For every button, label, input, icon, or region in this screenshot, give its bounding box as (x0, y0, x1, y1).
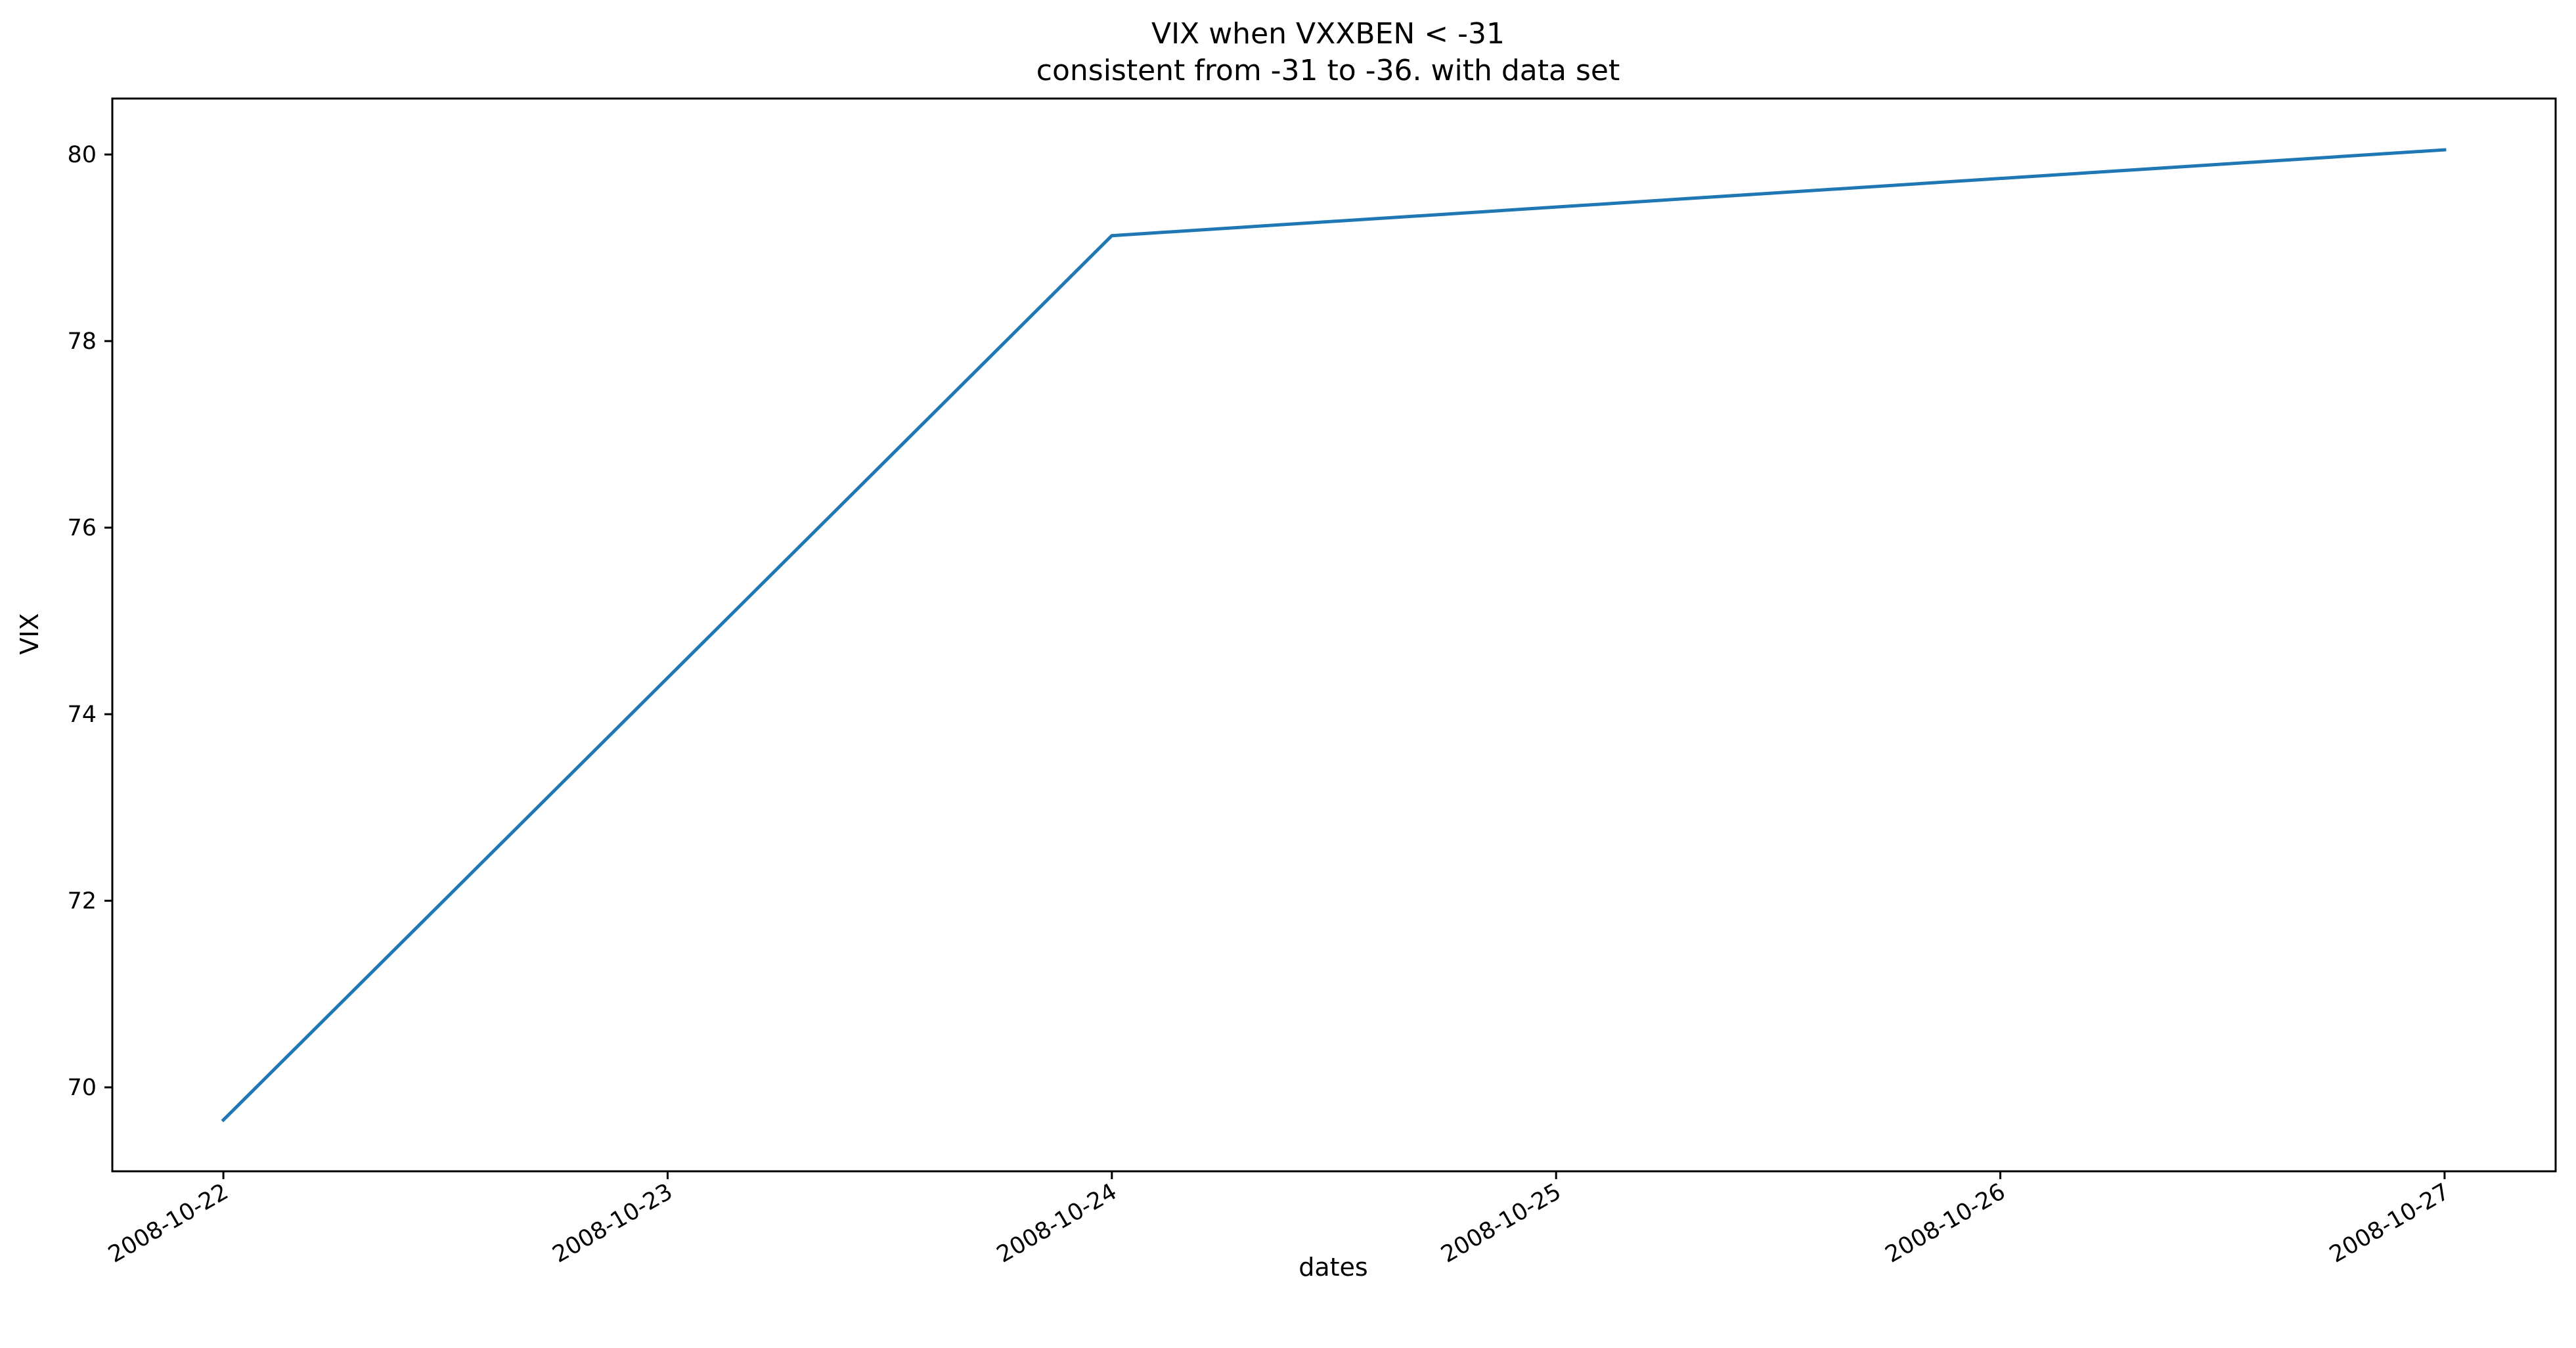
x-axis-ticks: 2008-10-22 2008-10-23 2008-10-24 2008-10-25… (104, 1171, 2454, 1268)
plot-area-frame (111, 97, 2557, 1173)
y-tick-label: 72 (67, 888, 97, 914)
chart-subtitle: consistent from -31 to -36. with data se… (1036, 54, 1620, 87)
series-line-vix (221, 148, 2447, 1123)
y-tick-label: 80 (67, 142, 97, 168)
x-tick-label: 2008-10-27 (2325, 1179, 2454, 1268)
y-tick-label: 76 (67, 515, 97, 541)
x-tick-label: 2008-10-23 (548, 1179, 677, 1268)
y-tick-label: 70 (67, 1075, 97, 1101)
y-tick-label: 74 (67, 702, 97, 728)
x-tick-label: 2008-10-24 (992, 1179, 1121, 1268)
y-axis-label: VIX (15, 613, 44, 654)
x-tick-label: 2008-10-25 (1437, 1179, 1566, 1268)
chart-title: VIX when VXXBEN < -31 (1151, 17, 1505, 51)
x-axis-label: dates (1299, 1253, 1367, 1282)
y-axis-ticks: 70 72 74 76 78 80 (67, 142, 112, 1101)
y-tick-label: 78 (67, 328, 97, 355)
x-tick-label: 2008-10-22 (104, 1179, 233, 1268)
x-tick-label: 2008-10-26 (1881, 1179, 2010, 1268)
